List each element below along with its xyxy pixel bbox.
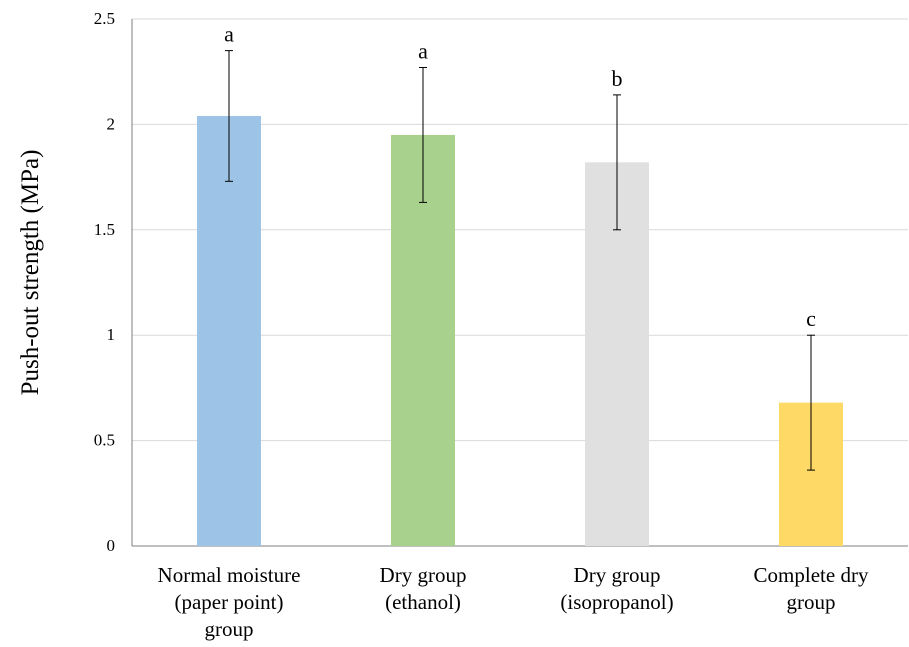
y-tick-label: 1.5	[94, 220, 115, 239]
x-category-label: (isopropanol)	[560, 590, 673, 614]
x-category-label: Dry group	[380, 563, 467, 587]
x-category-label: Complete dry	[754, 563, 869, 587]
significance-letter: a	[418, 38, 428, 63]
bars	[197, 50, 843, 546]
bar	[197, 115, 261, 546]
x-category-label: (paper point)	[174, 590, 283, 614]
significance-letter: c	[806, 306, 816, 331]
y-tick-label: 2.5	[94, 9, 115, 28]
significance-letter: b	[612, 66, 623, 91]
y-tick-label: 0.5	[94, 431, 115, 450]
x-category-label: Normal moisture	[158, 563, 301, 587]
labels: 0 0.5 1 1.5 2 2.5 Push-out strength (MPa) a Norm…	[17, 9, 869, 641]
y-axis-label: Push-out strength (MPa)	[17, 150, 44, 396]
x-category-label: Dry group	[574, 563, 661, 587]
significance-letter: a	[224, 22, 234, 47]
y-tick-label: 0	[107, 536, 116, 555]
x-category-label: (ethanol)	[385, 590, 461, 614]
x-category-label: group	[205, 617, 254, 641]
y-tick-label: 2	[107, 114, 116, 133]
bar	[391, 134, 455, 546]
y-tick-label: 1	[107, 325, 116, 344]
axes	[131, 19, 908, 547]
grid-lines	[132, 18, 908, 442]
x-category-label: group	[787, 590, 836, 614]
